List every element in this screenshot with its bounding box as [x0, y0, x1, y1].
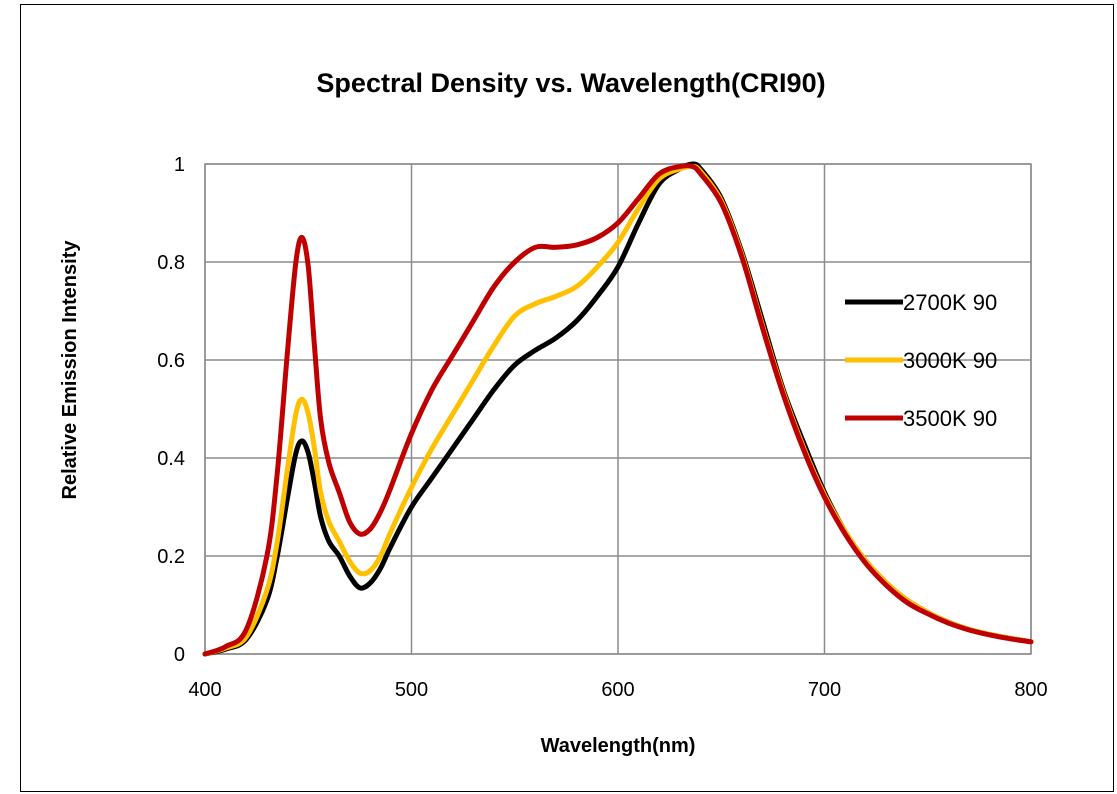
legend-label: 3000K 90 — [903, 348, 997, 373]
x-tick-label: 700 — [808, 679, 841, 701]
y-tick-label: 0 — [174, 644, 185, 666]
x-tick-label: 400 — [188, 679, 221, 701]
x-axis-title: Wavelength(nm) — [541, 735, 696, 757]
y-tick-label: 0.6 — [157, 350, 185, 372]
x-tick-label: 600 — [601, 679, 634, 701]
legend-label: 2700K 90 — [903, 290, 997, 315]
legend: 2700K 90 3000K 90 3500K 90 — [845, 290, 997, 431]
plot-area — [204, 163, 1032, 655]
y-tick-label: 0.2 — [157, 546, 185, 568]
y-tick-label: 0.8 — [157, 252, 185, 274]
series-line-3 — [202, 163, 1034, 657]
y-tick-label: 1 — [174, 154, 185, 176]
chart-frame — [20, 4, 1114, 792]
x-tick-label: 800 — [1014, 679, 1047, 701]
chart-title: Spectral Density vs. Wavelength(CRI90) — [316, 68, 825, 98]
tick-layer: 400 500 600 700 800 0 0.2 0.4 0.6 0.8 1 — [157, 154, 1048, 701]
series-layer — [202, 161, 1034, 657]
x-tick-label: 500 — [395, 679, 428, 701]
y-axis-title: Relative Emission Intensity — [59, 240, 81, 500]
legend-label: 3500K 90 — [903, 406, 997, 431]
y-tick-label: 0.4 — [157, 448, 185, 470]
